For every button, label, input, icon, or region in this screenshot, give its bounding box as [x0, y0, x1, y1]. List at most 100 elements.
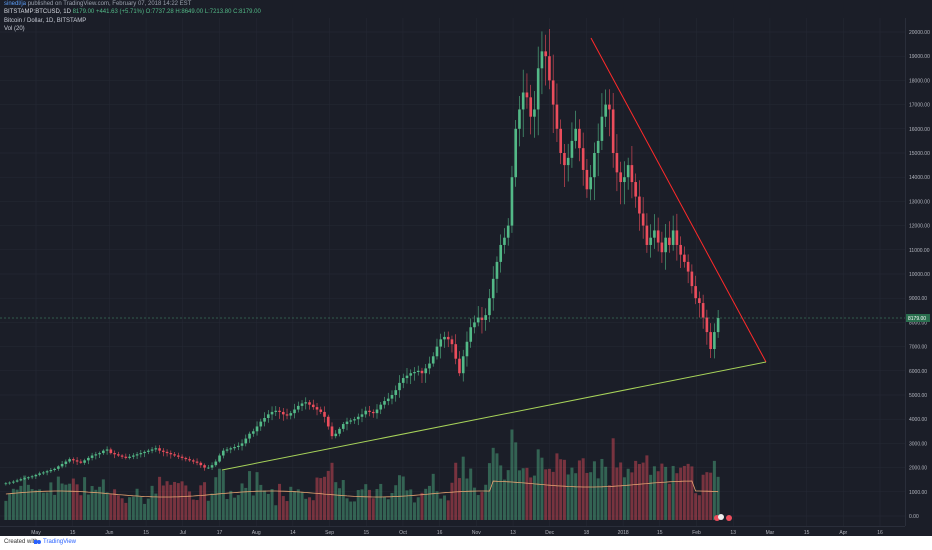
date-tick-label: Apr: [839, 530, 847, 536]
date-tick-label: 14: [290, 530, 296, 536]
price-tick-label: 9000.00: [909, 296, 927, 302]
candle-body: [705, 317, 709, 333]
candle-body: [364, 410, 368, 415]
volume-bar: [581, 458, 585, 520]
candle-body: [716, 318, 720, 333]
candle-body: [574, 128, 577, 141]
volume-bar: [34, 490, 38, 520]
volume-bar: [499, 465, 503, 520]
high-value: H:8649.00: [175, 9, 204, 15]
candle-body: [536, 68, 540, 110]
resistance-trendline[interactable]: [590, 37, 767, 363]
volume-bar: [487, 463, 491, 520]
event-marker-icon[interactable]: [718, 514, 724, 520]
volume-bar: [296, 489, 300, 520]
volume-bar: [679, 467, 683, 520]
volume-bar: [218, 468, 222, 520]
volume-bar: [124, 502, 128, 520]
candle-body: [585, 169, 589, 190]
candle-body: [383, 401, 386, 405]
support-trendline[interactable]: [221, 361, 767, 471]
tradingview-logo-icon: [34, 540, 41, 544]
volume-bar: [173, 481, 177, 520]
candle-body: [690, 271, 694, 287]
candle-body: [469, 327, 473, 342]
candle-body: [701, 303, 705, 318]
volume-bar: [705, 472, 709, 520]
candle-body: [12, 481, 15, 483]
candle-body: [368, 410, 371, 412]
candle-body: [334, 433, 338, 437]
date-tick-label: 13: [510, 530, 516, 536]
volume-bar: [701, 474, 705, 520]
volume-bar: [442, 495, 446, 520]
candle-body: [454, 344, 458, 359]
candle-body: [90, 455, 94, 458]
candle-body: [375, 409, 379, 414]
candle-body: [660, 242, 664, 253]
candle-body: [117, 454, 120, 456]
date-tick-label: Jul: [180, 530, 186, 536]
volume-bar: [240, 483, 244, 520]
candle-body: [30, 476, 34, 478]
candle-body: [514, 128, 518, 178]
price-tick-label: 7000.00: [909, 345, 927, 351]
volume-bar: [645, 455, 649, 520]
price-tick-label: 13000.00: [909, 199, 930, 205]
candle-body: [60, 463, 64, 467]
volume-bar: [709, 472, 713, 520]
volume-bar: [652, 466, 656, 520]
candle-body: [4, 483, 8, 485]
price-tick-label: 12000.00: [909, 224, 930, 230]
candle-body: [341, 424, 345, 429]
date-tick-label: Nov: [472, 530, 481, 536]
price-chart[interactable]: 20000.00 19000.00 18000.00 17000.00 16000.00…: [0, 0, 932, 536]
symbol-label: BITSTAMP:BTCUSD, 1D: [4, 9, 71, 15]
volume-bar: [109, 493, 113, 520]
volume-bar: [113, 489, 117, 520]
volume-bar: [694, 493, 698, 520]
volume-bar: [682, 465, 686, 520]
volume-bar: [285, 501, 289, 520]
volume-bar: [532, 475, 536, 520]
candle-body: [300, 403, 304, 406]
candle-body: [563, 153, 566, 166]
author-name[interactable]: sinedl/ja: [4, 1, 27, 7]
candle-body: [371, 411, 375, 414]
volume-bar: [446, 500, 450, 520]
event-marker-icon[interactable]: [726, 515, 732, 521]
footer-brand[interactable]: TradingView: [43, 539, 77, 545]
volume-bar: [600, 458, 604, 520]
volume-bar: [244, 487, 248, 520]
last-price: 8179.00: [72, 9, 95, 15]
candle-body: [281, 411, 285, 415]
volume-bar: [502, 479, 506, 520]
volume-bar: [390, 492, 394, 520]
candle-body: [259, 421, 263, 427]
volume-bar: [345, 498, 349, 520]
candle-body: [83, 460, 86, 463]
volume-bar: [622, 477, 626, 520]
candle-body: [214, 461, 218, 466]
volume-bar: [671, 465, 675, 520]
volume-bar: [319, 478, 323, 520]
date-tick-label: May: [31, 530, 41, 536]
candle-body: [439, 339, 443, 347]
volume-bar: [165, 481, 169, 520]
volume-bar: [514, 442, 518, 520]
date-tick-label: Sep: [325, 530, 334, 536]
candle-body: [38, 473, 41, 475]
price-tick-label: 19000.00: [909, 54, 930, 60]
volume-bar: [427, 485, 431, 520]
candle-body: [416, 370, 420, 373]
volume-bar: [712, 460, 716, 520]
volume-bar: [41, 492, 45, 520]
price-tick-label: 2000.00: [909, 466, 927, 472]
candle-body: [503, 237, 506, 245]
volume-bar: [525, 467, 529, 520]
candle-body: [128, 456, 131, 458]
candle-body: [34, 474, 38, 477]
volume-bar: [4, 500, 8, 520]
candle-body: [42, 472, 45, 474]
volume-bar: [675, 473, 679, 520]
